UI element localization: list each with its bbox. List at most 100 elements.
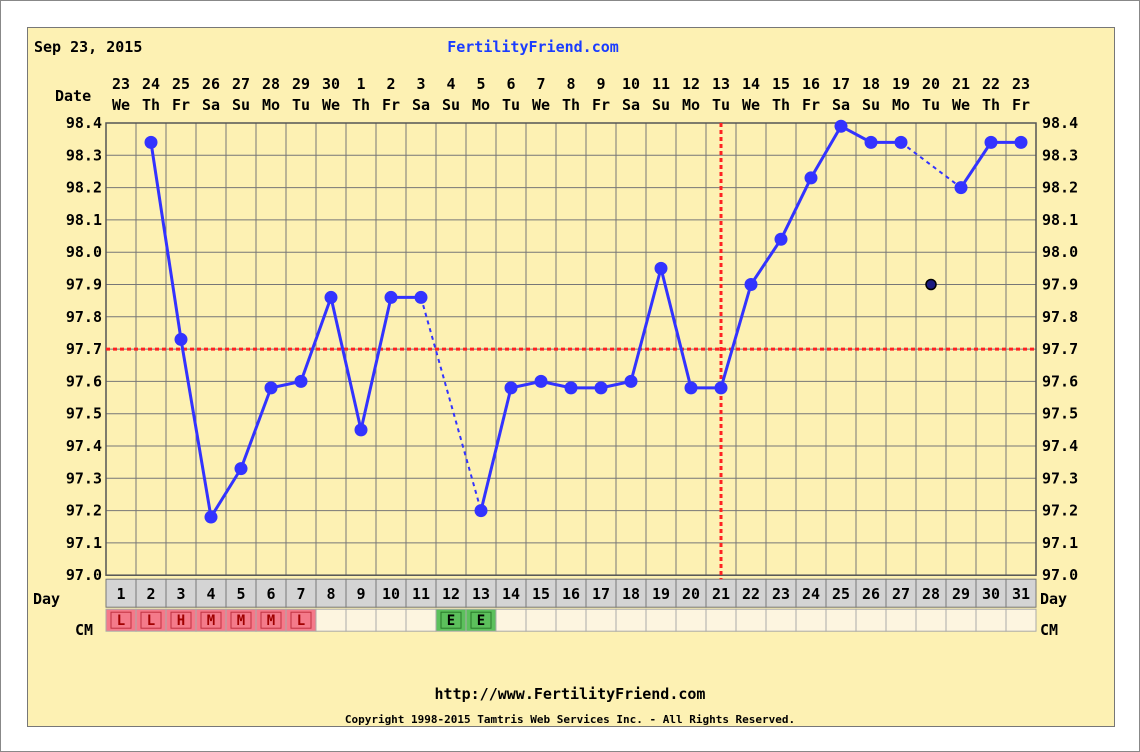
temp-point [984, 135, 998, 149]
weekday-label: Mo [682, 96, 700, 114]
date-label: 26 [202, 75, 220, 93]
cycle-day-label: 4 [206, 585, 215, 603]
cycle-day-label: 29 [952, 585, 970, 603]
weekday-label: Tu [502, 96, 520, 114]
cm-cell [375, 608, 407, 632]
day-row-label-left: Day [33, 590, 60, 608]
date-label: 3 [416, 75, 425, 93]
cycle-day-label: 1 [116, 585, 125, 603]
date-row-label: Date [55, 87, 91, 105]
temp-segment [149, 142, 183, 340]
temp-point [234, 462, 248, 476]
weekday-label: We [112, 96, 130, 114]
weekday-label: Tu [922, 96, 940, 114]
weekday-label: Sa [832, 96, 850, 114]
cm-marker [230, 611, 252, 629]
weekday-label: Sa [412, 96, 430, 114]
temp-point [474, 504, 488, 518]
day-cell [945, 578, 977, 608]
temp-point [204, 510, 218, 524]
cycle-day-label: 13 [472, 585, 490, 603]
cm-cell [885, 608, 917, 632]
cm-cell [945, 608, 977, 632]
temp-point [834, 119, 848, 133]
day-cell [435, 578, 467, 608]
temp-point [414, 290, 428, 304]
day-cell [495, 578, 527, 608]
temp-segment [959, 141, 993, 189]
temp-point [714, 381, 728, 395]
temp-segment [239, 387, 273, 470]
day-cell [1005, 578, 1037, 608]
weekday-label: Su [862, 96, 880, 114]
cycle-day-label: 12 [442, 585, 460, 603]
cm-cell [975, 608, 1007, 632]
date-label: 14 [742, 75, 760, 93]
y-tick-label-right: 98.2 [1042, 179, 1078, 197]
y-tick-label-right: 97.8 [1042, 308, 1078, 326]
cm-label: L [147, 613, 155, 629]
cm-cell [795, 608, 827, 632]
date-label: 29 [292, 75, 310, 93]
y-tick-label-left: 97.7 [66, 340, 102, 358]
date-label: 6 [506, 75, 515, 93]
temp-point [534, 374, 548, 388]
day-cell [465, 578, 497, 608]
weekday-label: Th [982, 96, 1000, 114]
footer-url: http://www.FertilityFriend.com [435, 685, 706, 703]
cycle-day-label: 11 [412, 585, 430, 603]
cm-label: M [207, 613, 215, 629]
temp-point [954, 181, 968, 195]
weekday-label: Mo [262, 96, 280, 114]
day-cell [885, 578, 917, 608]
cm-cell [405, 608, 437, 632]
temp-point [744, 278, 758, 291]
y-tick-label-right: 98.1 [1042, 211, 1078, 229]
cycle-day-label: 9 [356, 585, 365, 603]
cm-cell [915, 608, 947, 632]
cycle-day-label: 19 [652, 585, 670, 603]
weekday-label: Sa [622, 96, 640, 114]
cm-cell [525, 608, 557, 632]
date-label: 1 [356, 75, 365, 93]
cm-cell [315, 608, 347, 632]
cycle-day-label: 16 [562, 585, 580, 603]
date-label: 4 [446, 75, 455, 93]
y-tick-label-right: 97.2 [1042, 502, 1078, 520]
y-tick-label-right: 97.0 [1042, 566, 1078, 584]
weekday-label: Sa [202, 96, 220, 114]
temp-point [894, 135, 908, 149]
cycle-day-label: 14 [502, 585, 520, 603]
date-label: 5 [476, 75, 485, 93]
day-cell [195, 578, 227, 608]
temp-point [654, 261, 668, 275]
cm-cell [765, 608, 797, 632]
date-label: 9 [596, 75, 605, 93]
cycle-day-label: 26 [862, 585, 880, 603]
weekday-label: Fr [382, 96, 400, 114]
y-tick-label-left: 98.3 [66, 146, 102, 164]
cm-cell [705, 608, 737, 632]
day-cell [825, 578, 857, 608]
day-cell [795, 578, 827, 608]
temp-segment [809, 125, 843, 179]
temp-gap-segment [420, 297, 482, 511]
y-tick-label-right: 97.9 [1042, 276, 1078, 294]
y-tick-label-left: 98.1 [66, 211, 102, 229]
y-tick-label-right: 97.7 [1042, 340, 1078, 358]
cm-cell [585, 608, 617, 632]
weekday-label: Th [772, 96, 790, 114]
date-label: 16 [802, 75, 820, 93]
day-cell [285, 578, 317, 608]
date-label: 2 [386, 75, 395, 93]
date-label: 27 [232, 75, 250, 93]
day-cell [915, 578, 947, 608]
date-label: 17 [832, 75, 850, 93]
date-label: 18 [862, 75, 880, 93]
cm-label: L [297, 613, 305, 629]
cm-label: M [267, 613, 275, 629]
cycle-day-label: 23 [772, 585, 790, 603]
temp-point [504, 381, 518, 395]
day-cell [555, 578, 587, 608]
